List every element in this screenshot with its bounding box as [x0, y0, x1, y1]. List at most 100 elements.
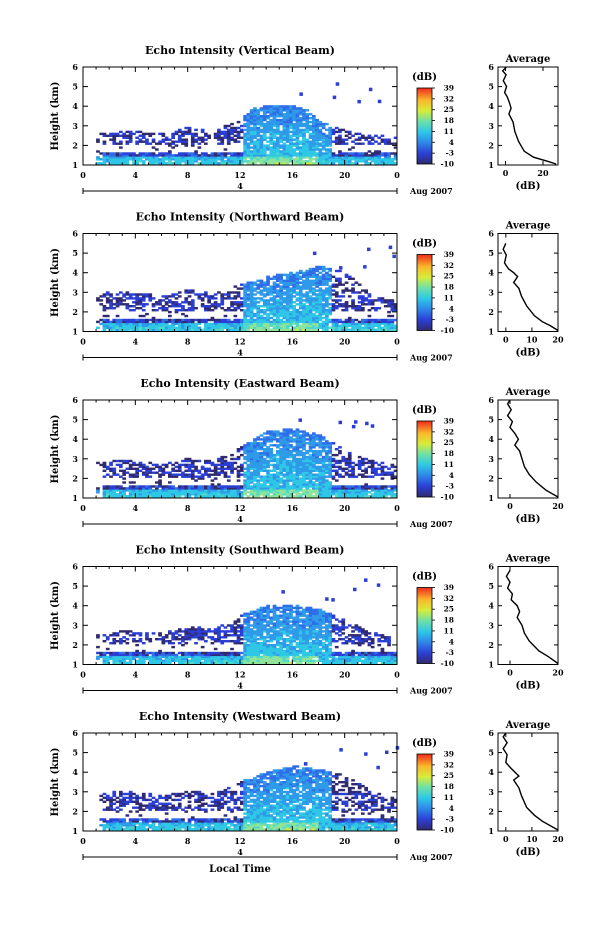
echo-cell: [135, 154, 139, 157]
echo-cell: [155, 651, 159, 655]
echo-cell: [269, 140, 274, 143]
echo-cell: [289, 444, 293, 447]
echo-cell: [325, 160, 329, 163]
echo-cell: [354, 142, 359, 145]
echo-cell: [184, 653, 189, 657]
echo-cell: [383, 487, 388, 490]
echo-cell: [302, 307, 306, 310]
echo-cell: [138, 487, 143, 490]
echo-cell: [266, 303, 270, 306]
echo-cell: [302, 432, 306, 435]
echo-cell: [321, 475, 326, 478]
y-tick-label: 6: [72, 395, 78, 405]
echo-cell: [141, 162, 146, 165]
echo-cell: [181, 152, 185, 155]
x-tick-label: 4: [133, 170, 139, 180]
echo-cell: [266, 469, 270, 472]
echo-cell: [380, 140, 385, 143]
echo-cell: [289, 275, 293, 278]
echo-cell: [204, 156, 208, 159]
echo-cell: [308, 440, 313, 443]
echo-cell: [276, 160, 280, 163]
echo-cell: [285, 316, 290, 320]
echo-cell: [325, 122, 329, 126]
echo-cell: [243, 450, 247, 453]
echo-cell: [272, 463, 277, 467]
echo-cell: [282, 483, 287, 486]
echo-cell: [141, 642, 146, 645]
echo-cell: [312, 477, 316, 480]
colorbar-tick-label: 32: [444, 94, 454, 103]
echo-cell: [249, 132, 254, 136]
echo-cell: [236, 136, 241, 139]
echo-cell: [344, 162, 349, 165]
echo-cell: [344, 142, 349, 145]
echo-cell: [364, 322, 368, 326]
echo-cell: [259, 438, 264, 441]
echo-cell: [190, 491, 195, 494]
echo-cell: [331, 477, 336, 480]
echo-cell: [351, 324, 355, 327]
echo-cell: [220, 303, 225, 306]
echo-cell: [105, 467, 110, 470]
echo-cell: [210, 160, 215, 163]
echo-cell: [184, 301, 189, 304]
echo-cell: [174, 158, 179, 161]
echo-cell: [292, 162, 296, 165]
echo-cell: [249, 471, 254, 474]
echo-cell: [315, 459, 319, 463]
echo-cell: [96, 138, 100, 141]
echo-cell: [302, 109, 306, 112]
echo-cell: [230, 136, 234, 139]
echo-cell: [122, 295, 126, 298]
echo-cells: [96, 418, 398, 498]
echo-cell: [318, 324, 323, 327]
average-xlabel: (dB): [516, 348, 541, 359]
echo-cell: [132, 154, 136, 157]
echo-cell: [246, 314, 251, 318]
echo-cell: [158, 483, 162, 486]
echo-cell: [344, 138, 349, 141]
echo-cell: [295, 314, 300, 318]
echo-cell: [276, 467, 280, 470]
echo-cell: [207, 495, 211, 498]
echo-cell: [213, 152, 218, 155]
echo-cell: [292, 113, 296, 116]
echo-cell: [256, 314, 261, 318]
echo-cell: [298, 124, 303, 128]
echo-cell: [305, 322, 310, 326]
echo-cell: [161, 140, 166, 143]
echo-cell: [115, 299, 120, 302]
colorbar-tick-label: -10: [440, 326, 454, 335]
echo-cell: [187, 152, 192, 155]
echo-cell: [256, 301, 261, 304]
echo-cell: [168, 299, 172, 302]
echo-cell: [338, 299, 342, 302]
echo-cell: [272, 275, 277, 278]
echo-cell: [213, 305, 218, 308]
echo-cell: [194, 489, 198, 492]
echo-cell: [302, 312, 306, 316]
echo-cell: [298, 316, 303, 320]
echo-cell: [298, 132, 303, 136]
echo-cell: [289, 146, 293, 149]
echo-cell: [276, 489, 280, 492]
echo-cell: [161, 132, 166, 136]
echo-cell: [325, 154, 329, 157]
echo-cell: [151, 160, 156, 163]
echo-cell: [351, 467, 355, 470]
echo-cell: [243, 122, 247, 126]
echo-cell: [109, 301, 113, 304]
echo-cell: [308, 481, 313, 484]
echo-cell: [194, 493, 198, 496]
echo-cell: [184, 465, 189, 469]
echo-cell: [266, 477, 270, 480]
echo-cell: [305, 148, 310, 151]
echo-cell: [318, 440, 323, 443]
echo-cell: [308, 312, 313, 316]
echo-cell: [102, 634, 107, 637]
echo-cell: [102, 475, 107, 478]
echo-cell: [289, 307, 293, 310]
echo-cell: [256, 158, 261, 161]
echo-cell: [168, 142, 172, 145]
